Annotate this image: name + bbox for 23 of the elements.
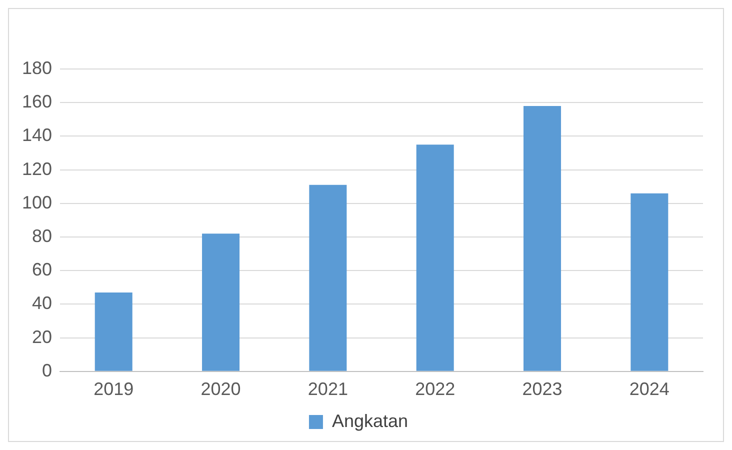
y-tick-label: 20	[32, 326, 52, 347]
y-tick-label: 160	[22, 92, 52, 112]
bar	[524, 106, 562, 371]
y-tick-label: 120	[22, 158, 52, 179]
bar	[94, 292, 132, 371]
bar	[416, 144, 454, 371]
bar	[202, 234, 240, 371]
bar	[309, 184, 347, 371]
y-tick-label: 140	[22, 125, 52, 146]
bar	[630, 193, 668, 371]
x-tick-label: 2022	[415, 379, 456, 400]
y-tick-label: 100	[22, 192, 52, 212]
y-tick-label: 60	[32, 260, 52, 280]
legend-label: Angkatan	[332, 410, 408, 431]
y-tick-label: 0	[42, 360, 52, 380]
y-tick-label: 80	[32, 226, 52, 246]
x-tick-label: 2020	[200, 379, 241, 400]
x-tick-label: 2019	[94, 379, 134, 400]
x-tick-label: 2024	[629, 379, 670, 400]
x-tick-label: 2021	[308, 379, 348, 400]
x-tick-label: 2023	[522, 379, 562, 400]
y-tick-label: 40	[32, 293, 52, 314]
y-tick-label: 180	[22, 58, 52, 78]
